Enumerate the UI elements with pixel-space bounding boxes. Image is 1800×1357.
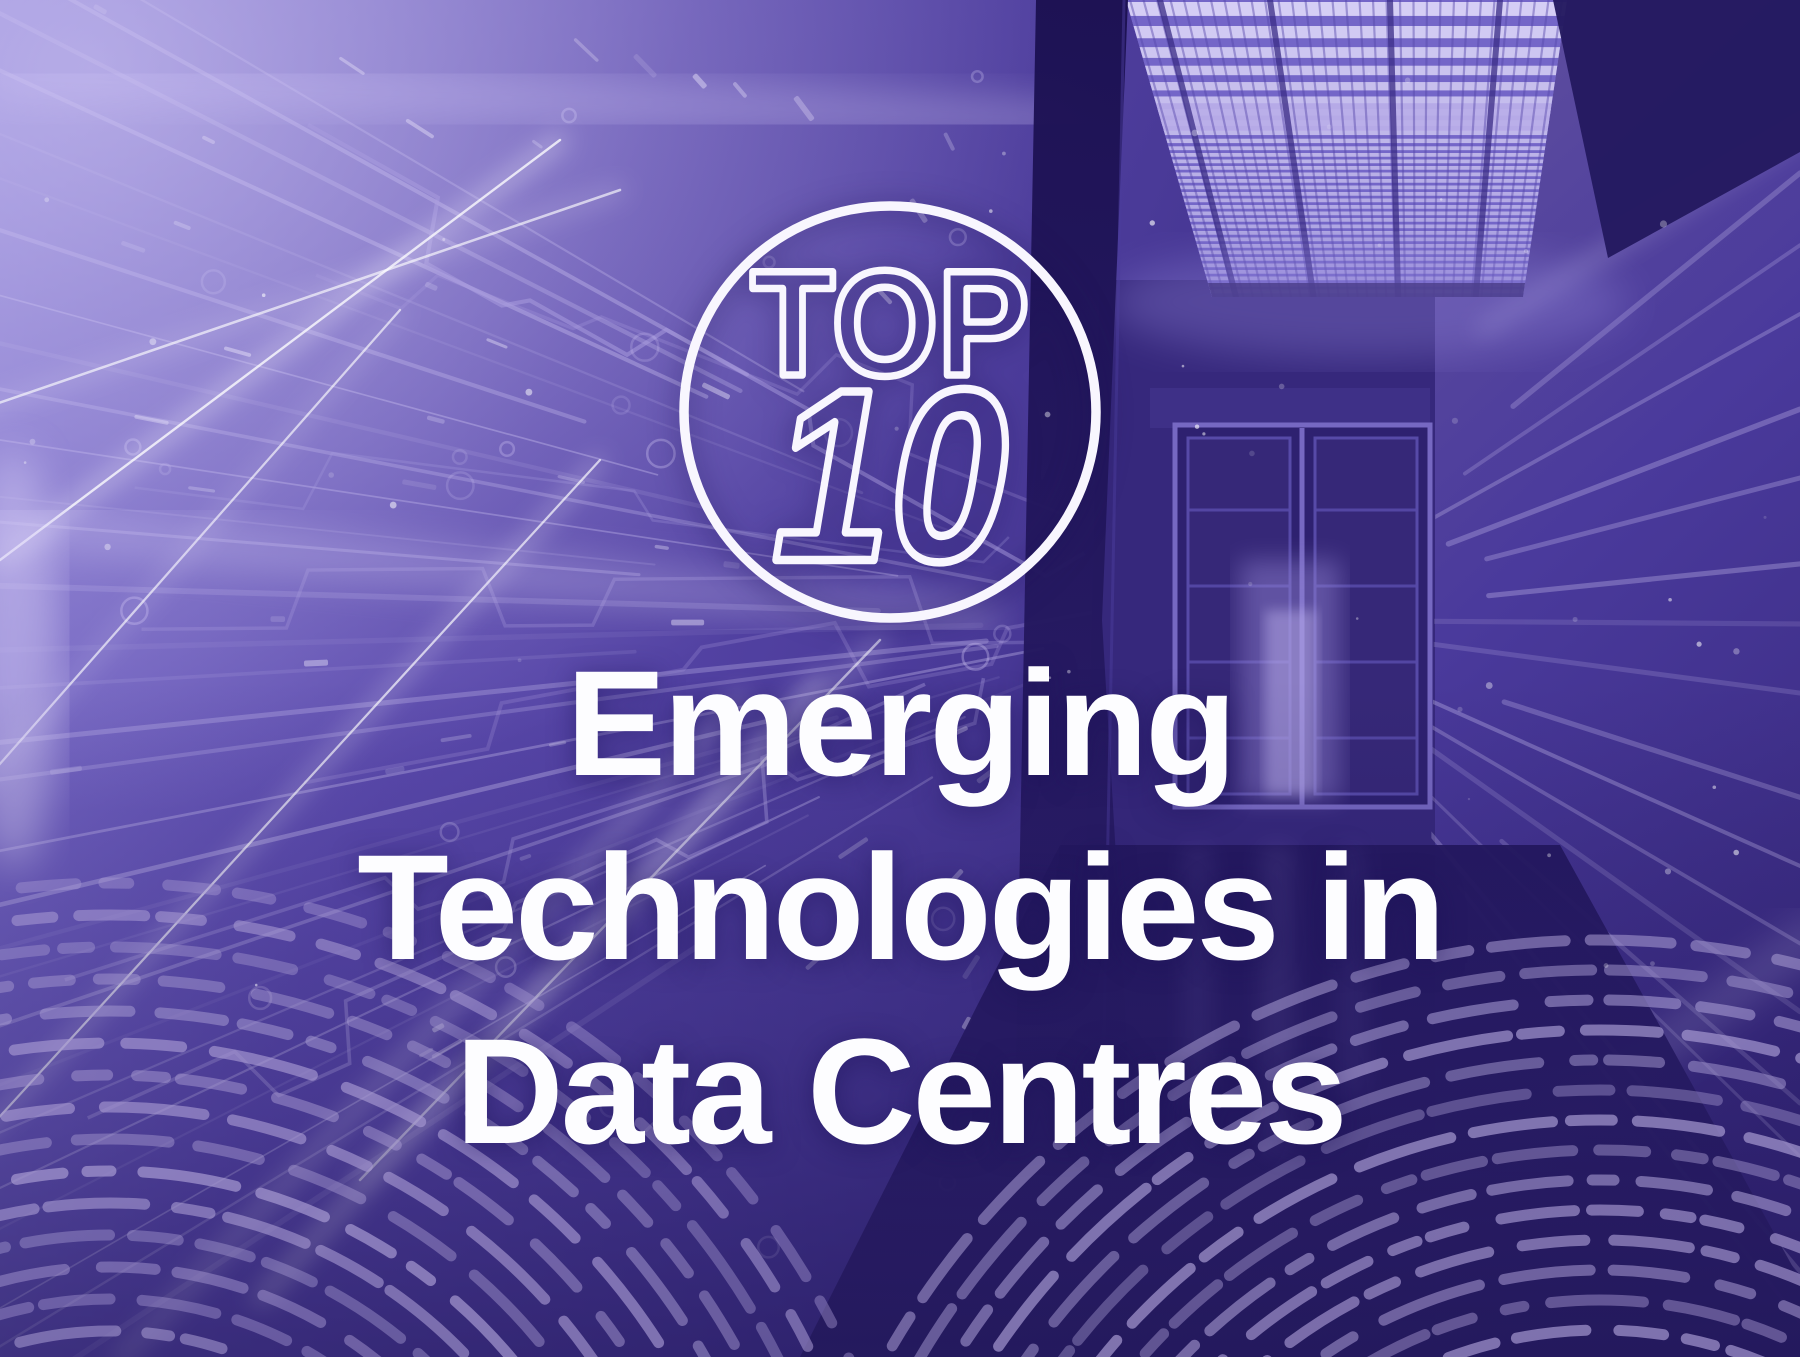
dust-particles <box>23 72 1767 987</box>
top-10-badge: TOP 10 <box>679 201 1101 623</box>
title-line-1: Emerging <box>566 639 1237 807</box>
page-title: Emerging Technologies in Data Centres <box>0 631 1800 1183</box>
fingerprint-pattern-right <box>879 934 1800 1357</box>
badge-number-label: 10 <box>773 338 1008 612</box>
badge-top-label: TOP <box>751 239 1029 407</box>
fingerprint-pattern-left <box>0 877 855 1357</box>
badge-circle <box>679 201 1101 623</box>
title-line-3: Data Centres <box>455 1007 1347 1175</box>
title-line-2: Technologies in <box>357 823 1446 991</box>
